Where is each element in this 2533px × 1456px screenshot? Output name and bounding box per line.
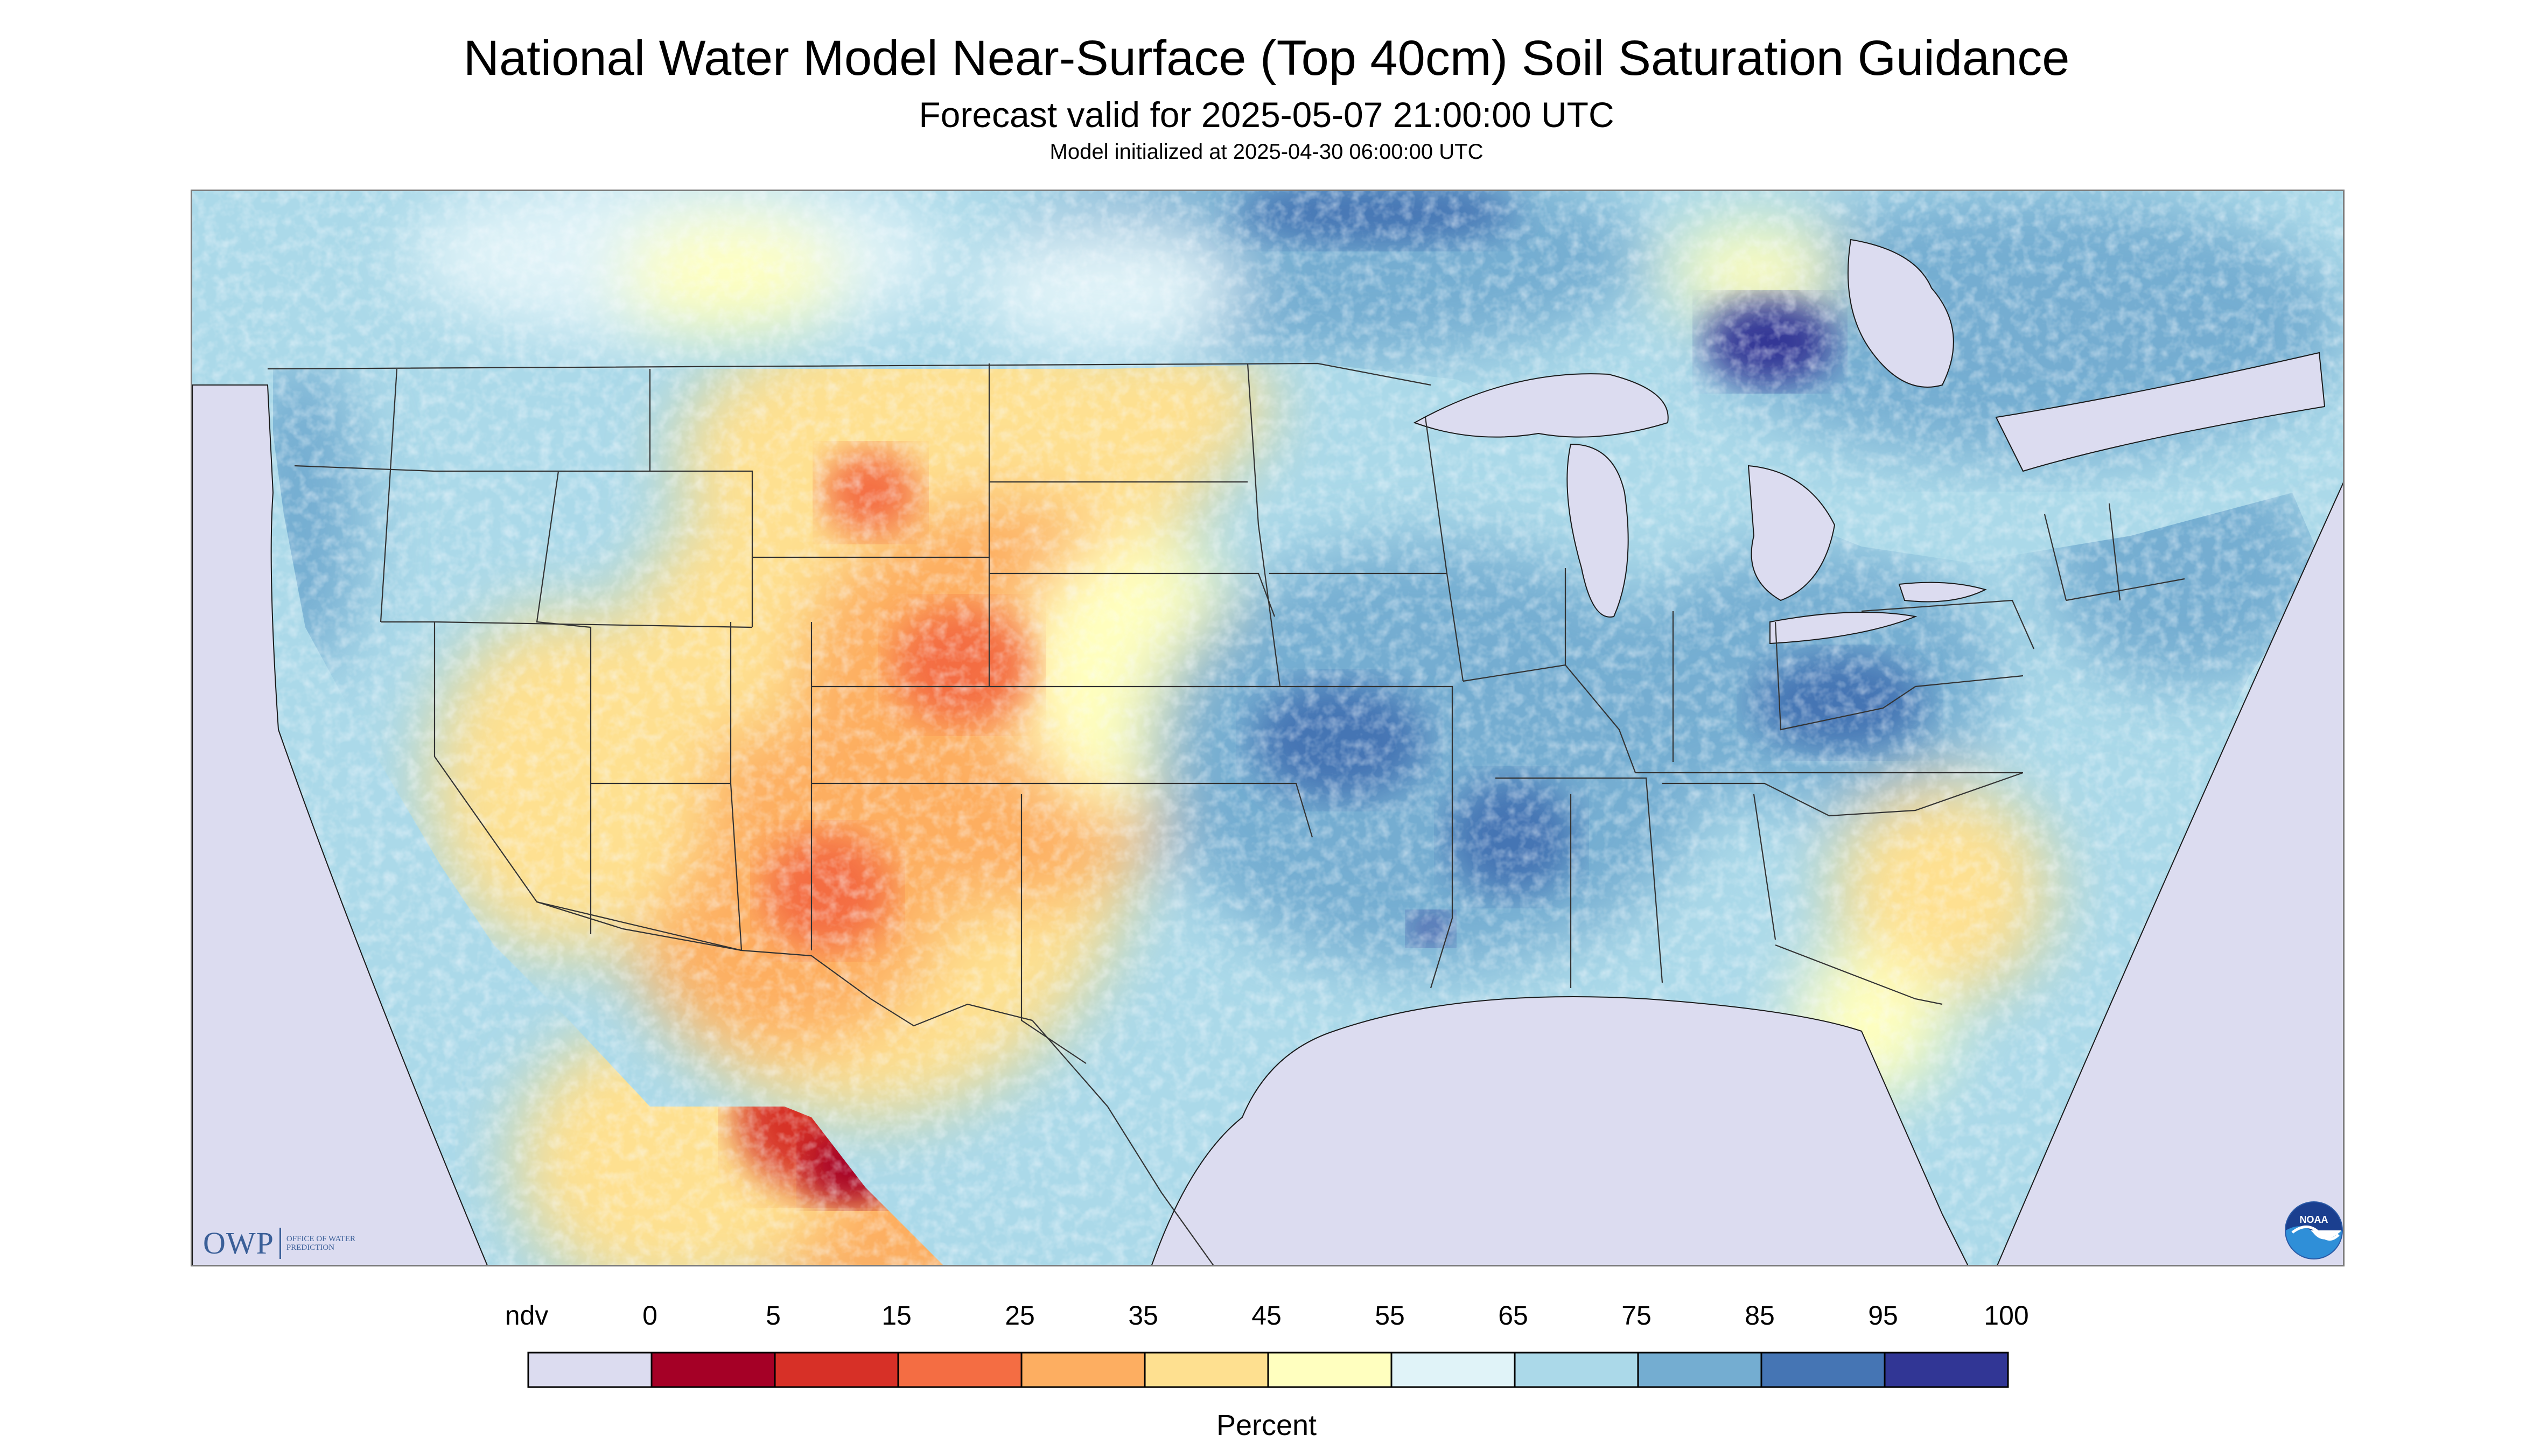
legend-tick-label: 5 — [766, 1300, 781, 1331]
noaa-logo-text: NOAA — [2300, 1214, 2328, 1225]
noaa-logo: NOAA — [2285, 1201, 2343, 1259]
legend-units-label: Percent — [1216, 1409, 1317, 1441]
water-bodies — [192, 239, 2343, 1265]
legend-swatch — [1390, 1352, 1516, 1388]
owp-logo: OWP Office of Water Prediction — [203, 1225, 362, 1261]
legend-swatch — [1144, 1352, 1269, 1388]
legend-swatch — [1020, 1352, 1146, 1388]
legend-swatch-ndv — [527, 1352, 653, 1388]
legend-swatch — [774, 1352, 899, 1388]
legend-tick-label: 15 — [881, 1300, 912, 1331]
legend-tick-label: 45 — [1251, 1300, 1282, 1331]
legend-swatch — [1514, 1352, 1639, 1388]
legend-tick-label: 100 — [1984, 1300, 2028, 1331]
owp-logo-divider — [279, 1227, 281, 1259]
forecast-valid-time: Forecast valid for 2025-05-07 21:00:00 U… — [919, 95, 1614, 135]
color-legend: ndv 0 5 15 25 35 45 55 65 75 85 95 100 — [505, 1300, 2029, 1388]
legend-tick-label: 65 — [1498, 1300, 1528, 1331]
legend-tick-label: 35 — [1128, 1300, 1158, 1331]
legend-tick-label: 95 — [1868, 1300, 1898, 1331]
legend-tick-label: 85 — [1745, 1300, 1775, 1331]
legend-swatch — [1760, 1352, 1886, 1388]
legend-tick-label: 75 — [1621, 1300, 1652, 1331]
map-title: National Water Model Near-Surface (Top 4… — [463, 31, 2070, 86]
legend-swatch — [897, 1352, 1023, 1388]
legend-swatch — [1884, 1352, 2009, 1388]
owp-logo-mark: OWP — [203, 1226, 274, 1261]
model-init-time: Model initialized at 2025-04-30 06:00:00… — [1049, 140, 1484, 164]
legend-tick-label: 25 — [1005, 1300, 1035, 1331]
owp-logo-text: Office of Water Prediction — [286, 1234, 355, 1252]
legend-tick-label: 55 — [1375, 1300, 1405, 1331]
legend-tick-label: 0 — [642, 1300, 657, 1331]
legend-swatch — [650, 1352, 776, 1388]
legend-ndv-label: ndv — [505, 1300, 549, 1331]
legend-swatch — [1637, 1352, 1762, 1388]
legend-swatch — [1267, 1352, 1393, 1388]
state-boundaries — [267, 362, 2185, 1265]
map-canvas: OWP Office of Water Prediction NOAA — [192, 191, 2343, 1265]
soil-saturation-map: OWP Office of Water Prediction NOAA — [191, 190, 2345, 1266]
